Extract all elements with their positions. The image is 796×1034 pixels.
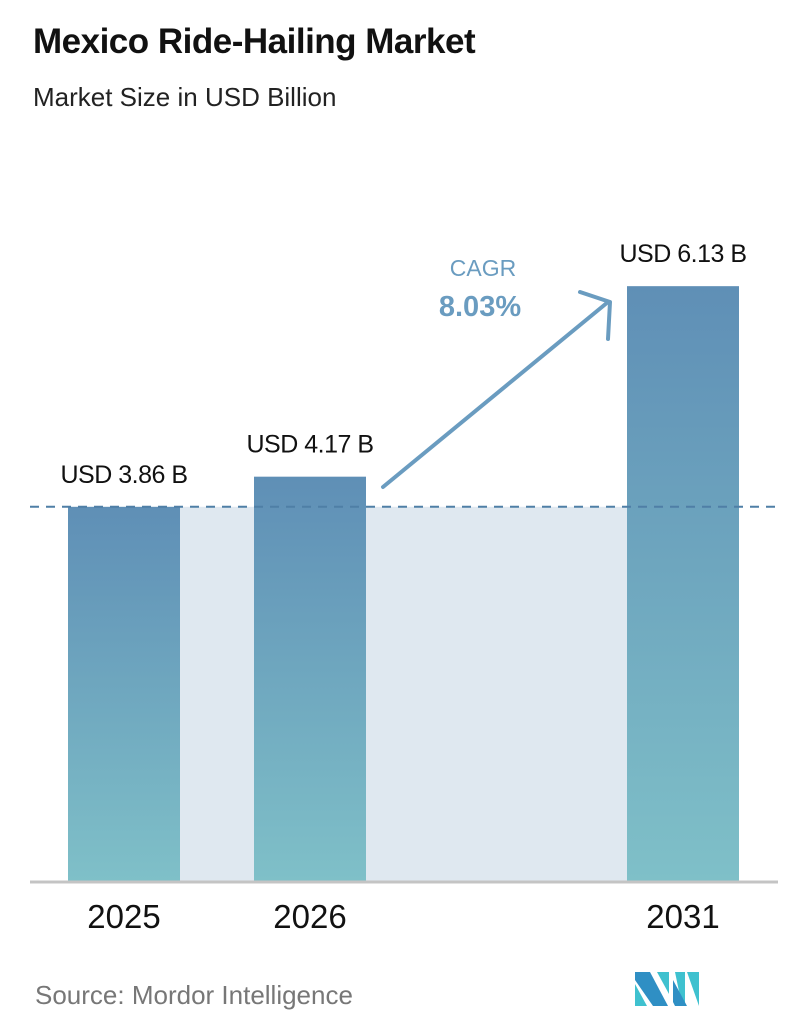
chart-title: Mexico Ride-Hailing Market (33, 22, 476, 61)
cagr-label: CAGR (450, 255, 516, 281)
mordor-logo (635, 972, 699, 1006)
source-note: Source: Mordor Intelligence (35, 980, 353, 1010)
chart-subtitle: Market Size in USD Billion (33, 82, 337, 112)
x-tick-label-2026: 2026 (273, 898, 346, 935)
x-tick-label-2025: 2025 (87, 898, 160, 935)
bar-2031 (627, 286, 739, 882)
bar-2025 (68, 506, 180, 882)
data-label-2025: USD 3.86 B (60, 461, 187, 489)
cagr-arrow-head (578, 290, 612, 341)
bar-2026 (254, 476, 366, 882)
x-tick-label-2031: 2031 (646, 898, 719, 935)
data-label-2026: USD 4.17 B (246, 431, 373, 459)
data-label-2031: USD 6.13 B (619, 240, 746, 268)
cagr-arrow-shaft (381, 300, 610, 489)
baseline-band (180, 506, 627, 882)
cagr-value: 8.03% (439, 291, 521, 323)
